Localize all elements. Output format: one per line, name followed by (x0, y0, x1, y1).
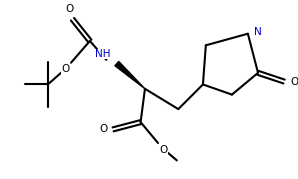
Text: O: O (66, 4, 74, 14)
Polygon shape (115, 61, 145, 89)
Text: NH: NH (95, 49, 110, 59)
Text: O: O (61, 64, 69, 74)
Text: N: N (254, 27, 261, 37)
Text: O: O (159, 145, 168, 155)
Text: O: O (291, 77, 298, 87)
Text: O: O (100, 124, 108, 134)
